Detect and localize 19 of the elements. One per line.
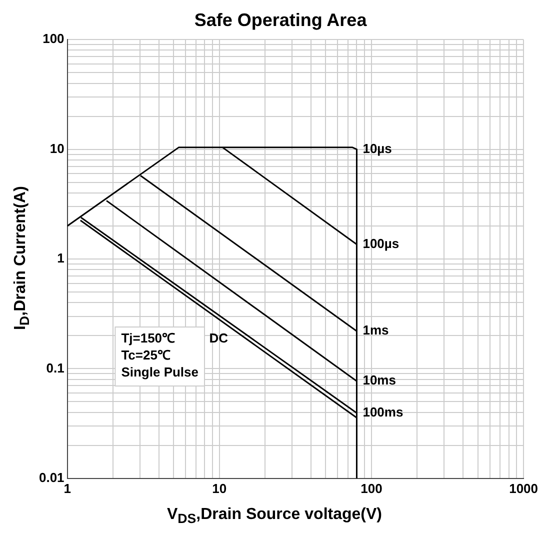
y-tick-label: 0.01 xyxy=(38,470,64,485)
y-tick-label: 100 xyxy=(42,31,64,46)
x-axis-title: V$_{DS}$,Drain Source voltage(V) xyxy=(166,506,382,526)
series-label: 10µs xyxy=(362,140,392,156)
series-label: 10ms xyxy=(362,372,396,388)
y-tick-label: 0.1 xyxy=(46,360,64,376)
annotation: Single Pulse xyxy=(121,364,199,380)
y-tick-label: 10 xyxy=(50,140,64,156)
x-tick-label: 100 xyxy=(360,480,382,496)
x-tick-label: 1000 xyxy=(509,480,538,496)
y-tick-label: 1 xyxy=(57,250,64,266)
series-label: 100µs xyxy=(362,236,400,251)
series-label: DC xyxy=(209,330,229,346)
chart-title: Safe Operating Area xyxy=(194,10,368,30)
series-label: 1ms xyxy=(362,322,389,338)
x-tick-label: 10 xyxy=(212,480,227,496)
series-label: 100ms xyxy=(362,404,404,420)
annotation: Tc=25℃ xyxy=(121,348,170,363)
annotation: Tj=150℃ xyxy=(121,330,176,346)
